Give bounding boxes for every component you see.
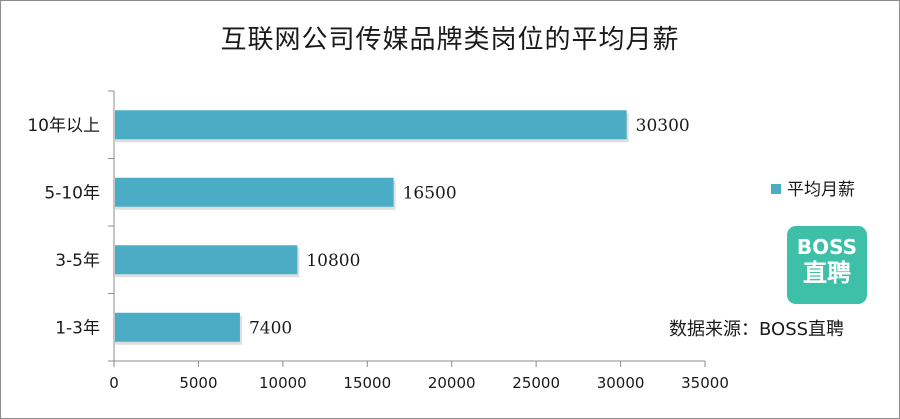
boss-logo: BOSS 直聘 [787, 226, 867, 304]
data-label: 30300 [636, 116, 690, 136]
logo-line2: 直聘 [803, 259, 851, 287]
data-label: 7400 [249, 318, 292, 338]
data-label: 10800 [306, 251, 360, 271]
legend: 平均月薪 [771, 175, 855, 200]
x-tick-label: 5000 [179, 374, 217, 392]
x-tick-label: 10000 [259, 374, 307, 392]
x-tick-label: 30000 [597, 374, 645, 392]
category-label: 1-3年 [55, 318, 100, 338]
source-note: 数据来源：BOSS直聘 [669, 319, 845, 340]
category-label: 5-10年 [44, 183, 100, 203]
logo-line1: BOSS [796, 235, 858, 259]
bar [115, 177, 394, 207]
x-tick-label: 35000 [681, 374, 729, 392]
legend-label: 平均月薪 [787, 180, 855, 200]
category-label: 10年以上 [27, 116, 100, 136]
x-tick-label: 25000 [512, 374, 560, 392]
chart-title: 互联网公司传媒品牌类岗位的平均月薪 [220, 25, 680, 55]
category-label: 3-5年 [55, 251, 100, 271]
x-tick-label: 0 [109, 374, 119, 392]
bar [115, 245, 298, 275]
legend-swatch [771, 184, 781, 194]
bar [115, 110, 627, 140]
x-tick-label: 20000 [428, 374, 476, 392]
data-label: 16500 [403, 183, 457, 203]
bar [115, 312, 240, 342]
x-tick-label: 15000 [343, 374, 391, 392]
